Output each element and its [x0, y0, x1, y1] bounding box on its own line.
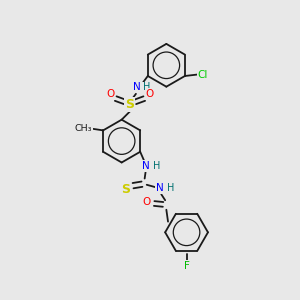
Text: N: N: [133, 82, 141, 92]
Text: O: O: [142, 197, 150, 207]
Text: H: H: [167, 183, 174, 193]
Text: O: O: [146, 89, 154, 99]
Text: H: H: [143, 82, 150, 92]
Text: N: N: [156, 183, 164, 193]
Text: F: F: [184, 261, 190, 271]
Text: S: S: [125, 98, 134, 111]
Text: Cl: Cl: [197, 70, 208, 80]
Text: CH₃: CH₃: [74, 124, 92, 134]
Text: N: N: [142, 161, 149, 171]
Text: S: S: [121, 183, 130, 196]
Text: O: O: [106, 89, 115, 99]
Text: H: H: [153, 161, 160, 171]
